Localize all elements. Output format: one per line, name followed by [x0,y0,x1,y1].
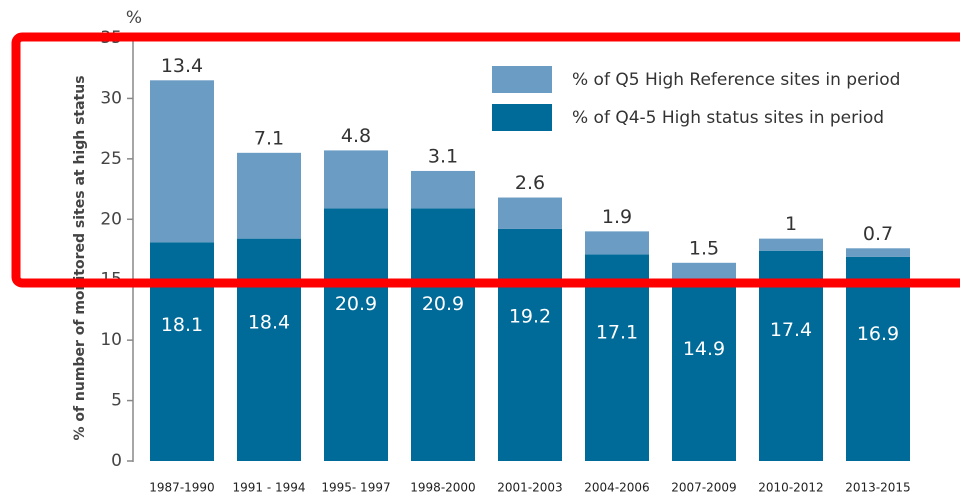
x-tick-label: 1998-2000 [410,481,475,495]
x-tick-label: 2010-2012 [758,481,823,495]
highlight-box [11,32,960,288]
bar-segment [237,152,301,239]
legend-swatch [492,66,552,93]
value-label: 20.9 [422,293,464,315]
bar-segment [585,254,649,461]
x-tick-label: 2001-2003 [497,481,562,495]
x-tick-label: 2013-2015 [845,481,910,495]
bar-segment [411,208,475,461]
bar-segment [672,262,736,281]
x-tick-label: 1991 - 1994 [232,481,305,495]
value-label: 13.4 [161,55,203,77]
x-tick-label: 2004-2006 [584,481,649,495]
value-label: 20.9 [335,293,377,315]
bar-segment [846,248,910,257]
bar-segment [498,197,562,229]
x-tick-label: 1987-1990 [149,481,214,495]
y-tick-label: 30 [100,88,122,108]
y-tick-label: 5 [111,391,122,411]
value-label: 1 [785,213,797,235]
bar-segment [759,238,823,251]
bar-segment [324,150,388,209]
value-label: 17.4 [770,319,812,341]
value-label: 3.1 [428,145,458,167]
value-label: 14.9 [683,338,725,360]
y-tick-label: 25 [100,149,122,169]
value-label: 7.1 [254,127,284,149]
x-tick-label: 1995- 1997 [321,481,390,495]
value-label: 16.9 [857,323,899,345]
value-label: 2.6 [515,172,545,194]
value-label: 17.1 [596,321,638,343]
legend-swatch [492,104,552,131]
bar-segment [411,170,475,209]
value-label: 0.7 [863,223,893,245]
bar-segment [498,228,562,461]
bar-segment [237,238,301,461]
y-tick-label: 0 [111,451,122,471]
y-axis-label: % of number of monitored sites at high s… [72,75,88,440]
legend-label: % of Q4-5 High status sites in period [572,108,884,128]
y-tick-label: 10 [100,330,122,350]
bar-segment [846,256,910,461]
bar-segment [585,231,649,255]
value-label: 19.2 [509,306,551,328]
bar-segment [672,280,736,461]
y-unit: % [126,8,142,28]
y-tick-label: 20 [100,209,122,229]
x-tick-label: 2007-2009 [671,481,736,495]
value-label: 1.5 [689,237,719,259]
value-label: 18.4 [248,312,290,334]
legend-label: % of Q5 High Reference sites in period [572,70,900,90]
bar-segment [150,242,214,461]
bar-segment [150,80,214,243]
value-label: 4.8 [341,125,371,147]
bar-segment [324,208,388,461]
value-label: 1.9 [602,206,632,228]
value-label: 18.1 [161,314,203,336]
